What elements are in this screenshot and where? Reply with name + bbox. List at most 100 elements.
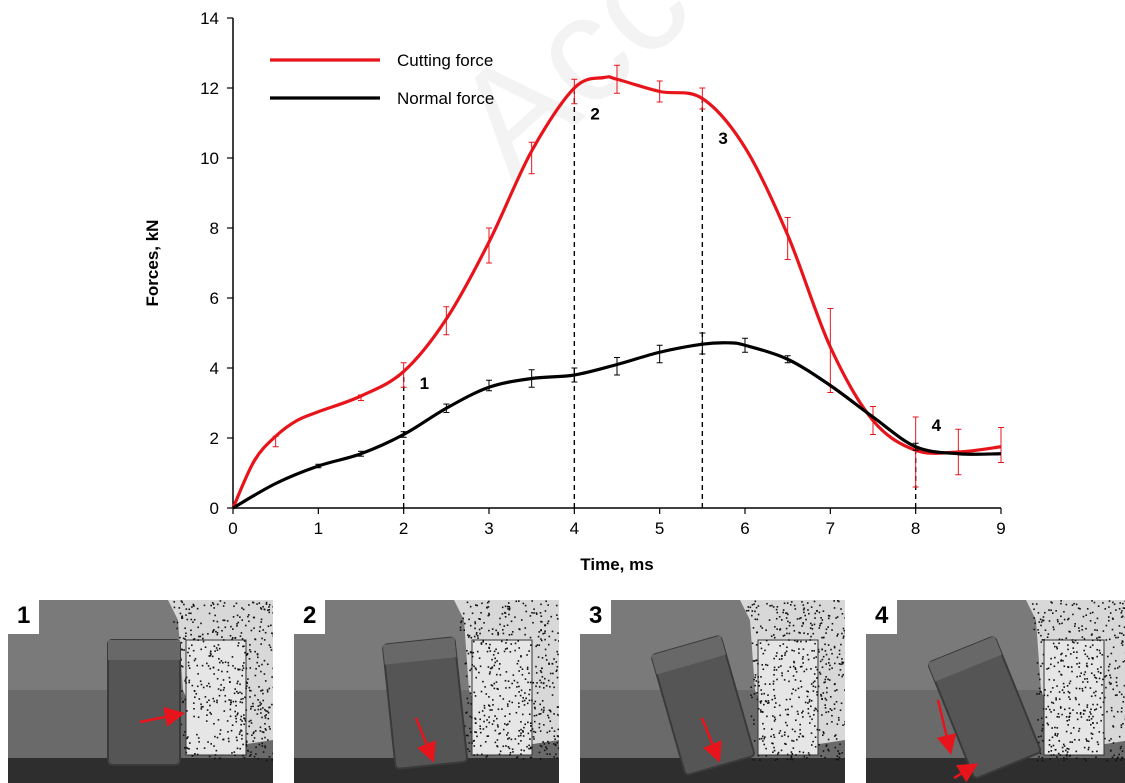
speckle-dot	[783, 679, 786, 681]
speckle-dot	[772, 683, 775, 685]
speckle-dot	[257, 758, 260, 760]
speckle-dot	[514, 649, 516, 652]
speckle-dot	[528, 672, 530, 675]
speckle-dot	[1086, 655, 1089, 658]
speckle-dot	[222, 689, 225, 691]
speckle-dot	[813, 600, 816, 603]
speckle-dot	[811, 718, 813, 721]
speckle-dot	[811, 624, 813, 627]
speckle-dot	[1087, 748, 1090, 751]
speckle-dot	[486, 754, 489, 757]
speckle-dot	[790, 755, 793, 758]
speckle-dot	[239, 683, 241, 686]
speckle-dot	[545, 746, 547, 748]
speckle-dot	[802, 608, 805, 611]
speckle-dot	[245, 685, 248, 687]
speckle-dot	[1093, 691, 1095, 694]
speckle-dot	[499, 623, 501, 626]
speckle-dot	[245, 709, 248, 711]
speckle-dot	[760, 737, 763, 740]
speckle-dot	[543, 743, 546, 745]
speckle-dot	[809, 722, 811, 724]
speckle-dot	[1118, 735, 1121, 738]
speckle-dot	[808, 700, 811, 703]
speckle-dot	[1081, 628, 1084, 631]
speckle-dot	[468, 750, 471, 753]
speckle-dot	[540, 671, 543, 674]
speckle-dot	[207, 665, 210, 667]
speckle-dot	[783, 634, 786, 637]
speckle-dot	[1052, 754, 1055, 756]
speckle-dot	[540, 745, 543, 748]
speckle-dot	[266, 663, 269, 666]
speckle-dot	[814, 736, 817, 739]
speckle-dot	[227, 731, 229, 733]
speckle-dot	[819, 604, 821, 607]
speckle-dot	[542, 632, 544, 635]
speckle-dot	[1108, 681, 1111, 684]
speckle-dot	[196, 753, 199, 756]
speckle-dot	[237, 642, 240, 644]
speckle-dot	[772, 742, 774, 745]
speckle-dot	[188, 655, 191, 657]
speckle-dot	[1076, 651, 1078, 653]
speckle-dot	[1038, 741, 1040, 744]
speckle-dot	[825, 699, 828, 701]
speckle-dot	[193, 707, 195, 710]
speckle-dot	[829, 708, 832, 710]
speckle-dot	[224, 694, 227, 697]
speckle-dot	[187, 661, 190, 664]
speckle-dot	[268, 725, 271, 728]
speckle-dot	[786, 632, 788, 635]
speckle-dot	[528, 747, 530, 750]
speckle-dot	[813, 657, 815, 659]
speckle-dot	[1055, 698, 1057, 701]
speckle-dot	[801, 625, 803, 627]
speckle-dot	[1047, 633, 1050, 635]
speckle-dot	[482, 640, 484, 643]
speckle-dot	[801, 712, 803, 714]
speckle-dot	[755, 659, 758, 662]
x-tick-label: 6	[740, 519, 749, 538]
speckle-dot	[212, 630, 215, 632]
speckle-dot	[185, 751, 188, 754]
speckle-dot	[1122, 660, 1125, 663]
speckle-dot	[1048, 739, 1051, 741]
speckle-dot	[782, 609, 785, 611]
speckle-dot	[553, 730, 556, 732]
speckle-dot	[533, 702, 535, 705]
speckle-dot	[1123, 607, 1125, 610]
speckle-dot	[1065, 637, 1068, 640]
speckle-dot	[209, 704, 211, 707]
speckle-dot	[1082, 615, 1085, 618]
speckle-dot	[777, 751, 780, 754]
frame-2-label: 2	[294, 600, 326, 634]
speckle-dot	[524, 723, 527, 726]
speckle-dot	[233, 692, 236, 695]
speckle-dot	[1118, 691, 1121, 693]
speckle-dot	[518, 729, 520, 732]
speckle-dot	[1085, 614, 1088, 616]
speckle-dot	[264, 745, 266, 747]
speckle-dot	[1123, 696, 1125, 698]
speckle-dot	[185, 682, 187, 684]
speckle-dot	[553, 658, 555, 660]
speckle-dot	[1070, 653, 1072, 655]
speckle-dot	[759, 700, 762, 703]
speckle-dot	[1063, 759, 1065, 762]
speckle-dot	[263, 608, 266, 611]
speckle-dot	[268, 687, 271, 690]
speckle-dot	[1098, 636, 1100, 639]
speckle-dot	[834, 734, 837, 736]
speckle-dot	[835, 700, 838, 703]
speckle-dot	[1114, 660, 1117, 662]
workpiece-chip	[382, 636, 468, 770]
speckle-dot	[522, 602, 525, 605]
speckle-dot	[751, 696, 753, 699]
speckle-dot	[1089, 612, 1092, 615]
speckle-dot	[785, 650, 788, 653]
speckle-dot	[802, 604, 805, 606]
speckle-dot	[505, 687, 507, 689]
speckle-dot	[1115, 759, 1117, 762]
speckle-dot	[494, 657, 496, 660]
